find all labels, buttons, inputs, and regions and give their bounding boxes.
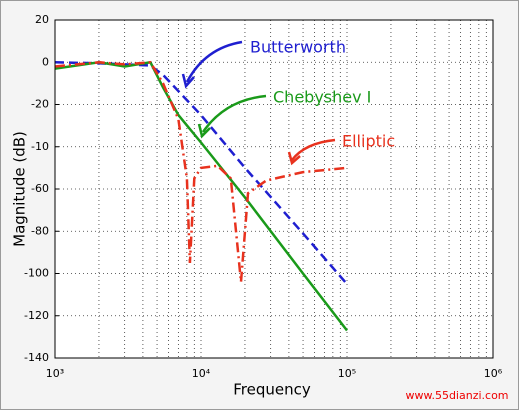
series-line [54, 60, 348, 283]
y-tick-label: -60 [31, 182, 49, 195]
series-line [54, 61, 348, 285]
x-tick-label: 10⁵ [338, 367, 356, 380]
y-tick-label: -80 [31, 224, 49, 237]
arrow-head [181, 73, 195, 89]
arrow [185, 40, 243, 83]
y-tick-label: 20 [35, 13, 49, 26]
y-tick-label: -20 [31, 98, 49, 111]
plot-area [55, 20, 493, 358]
y-tick-label: -140 [24, 351, 49, 364]
x-tick-label: 10³ [46, 367, 64, 380]
y-tick-label: -120 [24, 309, 49, 322]
arrow-head [287, 151, 301, 166]
y-tick-label: -100 [24, 267, 49, 280]
annotation: Chebyshev I [273, 88, 371, 107]
y-tick-label: -10 [31, 140, 49, 153]
annotation: Butterworth [250, 38, 346, 57]
axes-box [54, 19, 494, 359]
x-tick-label: 10⁴ [192, 367, 211, 380]
x-tick-label: 10⁶ [484, 367, 503, 380]
series-line [54, 60, 348, 332]
arrows [181, 40, 336, 166]
arrow [201, 94, 267, 133]
y-axis-label: Magnitude (dB) [11, 131, 29, 247]
lines [54, 60, 348, 332]
annotation: Elliptic [342, 132, 395, 151]
x-axis-label: Frequency [233, 381, 311, 399]
watermark: www.55dianzi.com [405, 389, 508, 402]
arrow-head [197, 123, 211, 139]
y-tick-label: 0 [42, 55, 49, 68]
arrow [291, 138, 336, 161]
